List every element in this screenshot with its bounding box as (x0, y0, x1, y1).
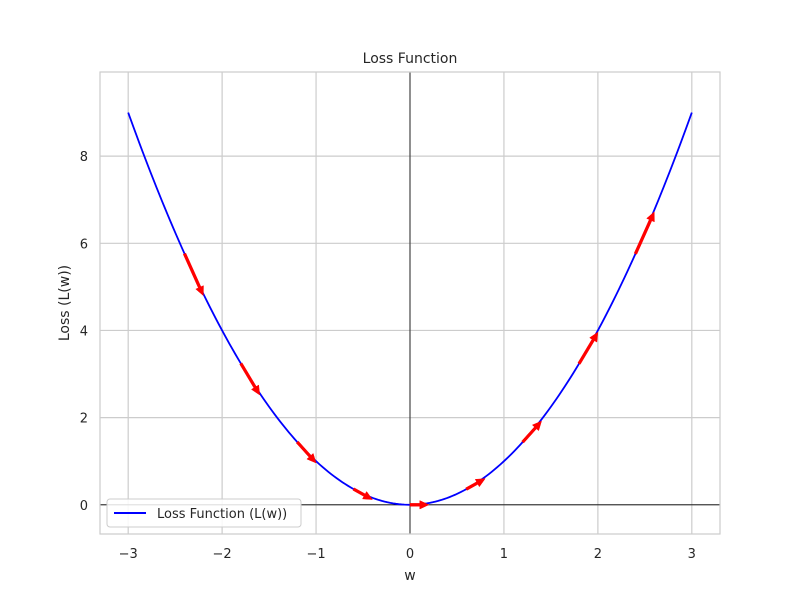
x-tick-label: −1 (306, 547, 325, 562)
gradient-arrow (577, 331, 599, 365)
gradient-arrow (295, 440, 317, 464)
y-tick-labels: 0 2 4 6 8 (80, 150, 88, 514)
legend-box (106, 498, 302, 528)
gradient-arrow (182, 252, 204, 297)
y-tick-label: 4 (80, 324, 88, 339)
x-tick-label: 1 (500, 547, 508, 562)
gradient-arrow (239, 362, 261, 396)
zero-lines (100, 72, 720, 534)
x-tick-label: 3 (688, 547, 696, 562)
x-tick-label: −2 (213, 547, 232, 562)
x-tick-labels: −3 −2 −1 0 1 2 3 (119, 547, 696, 562)
gradient-arrow (633, 211, 655, 255)
gradient-arrow (409, 500, 430, 510)
gradient-arrow (352, 487, 373, 500)
y-tick-label: 6 (80, 237, 88, 252)
y-tick-label: 0 (80, 499, 88, 514)
y-tick-label: 8 (80, 150, 88, 165)
x-tick-label: 0 (406, 547, 414, 562)
gradient-arrow (521, 420, 542, 444)
x-tick-label: 2 (594, 547, 602, 562)
x-axis-label: w (404, 568, 415, 584)
legend: Loss Function (L(w)) (106, 498, 302, 528)
plot-frame (99, 71, 721, 535)
legend-entry-label: Loss Function (L(w)) (157, 507, 287, 522)
chart-title: Loss Function (363, 51, 458, 67)
arrow-layer (182, 211, 655, 510)
y-axis-label: Loss (L(w)) (57, 265, 73, 341)
y-tick-label: 2 (80, 412, 88, 427)
x-tick-label: −3 (119, 547, 138, 562)
gradient-arrow (465, 478, 486, 491)
